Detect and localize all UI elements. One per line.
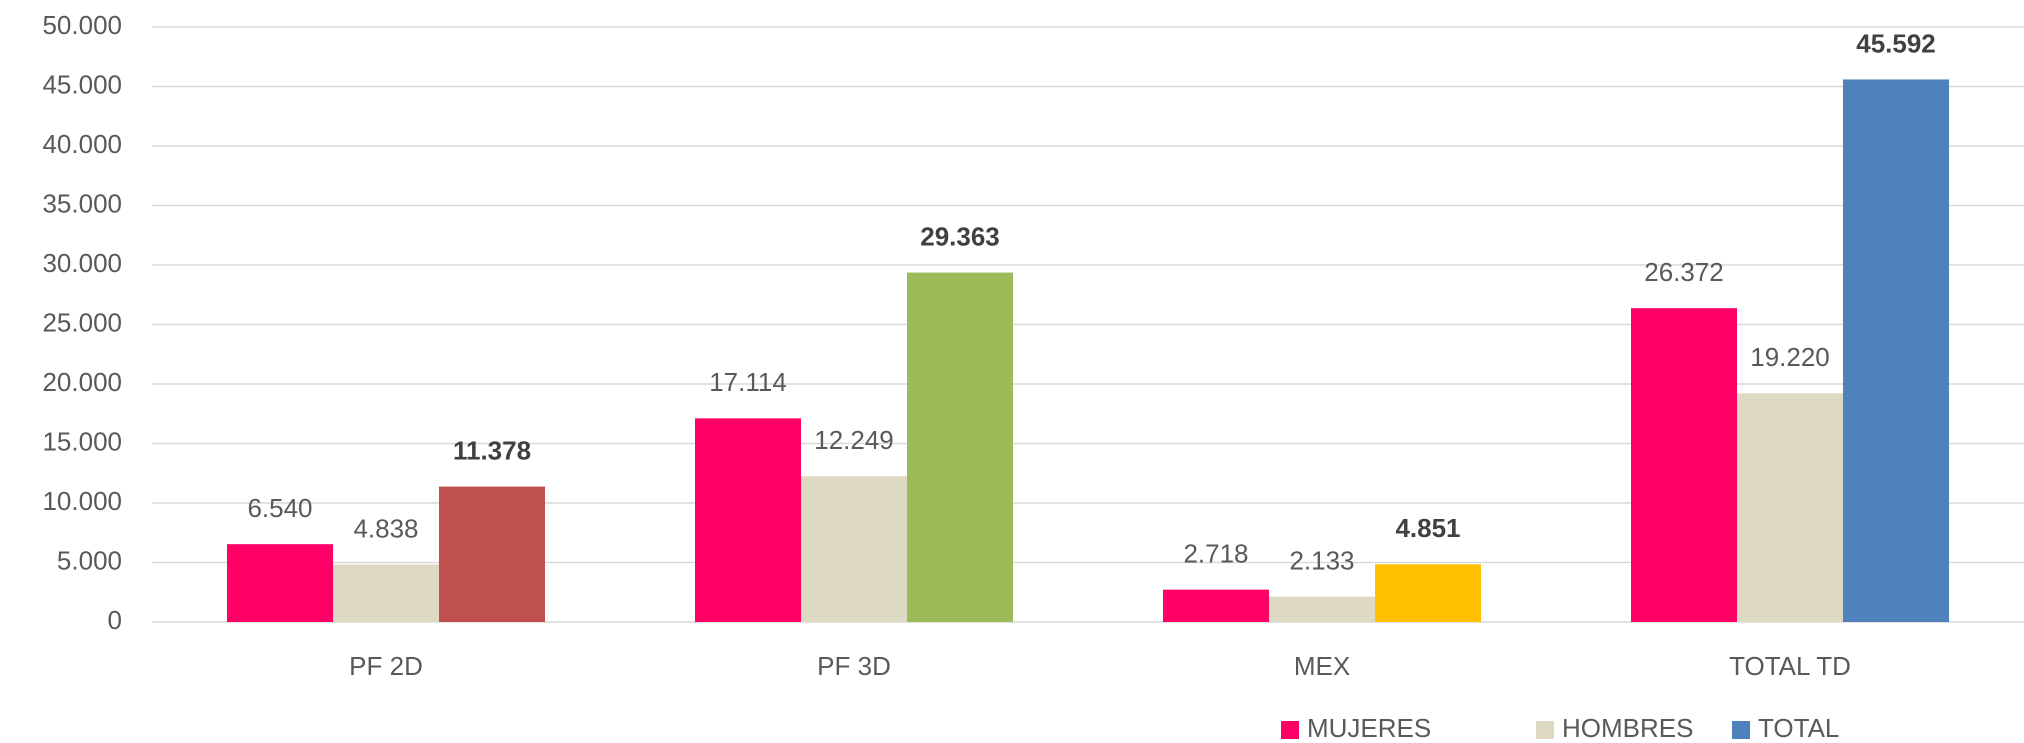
data-label: 2.133 [1289,545,1354,575]
data-label: 4.851 [1395,513,1460,543]
y-tick-label: 5.000 [57,545,122,575]
bar [907,272,1013,622]
y-tick-label: 10.000 [42,486,122,516]
x-tick-label: PF 2D [349,651,423,681]
data-label: 6.540 [247,493,312,523]
bar [1631,308,1737,622]
data-label: 26.372 [1644,257,1724,287]
y-tick-label: 0 [108,605,122,635]
x-tick-label: PF 3D [817,651,891,681]
data-label: 4.838 [353,513,418,543]
bar [1163,589,1269,622]
data-label: 12.249 [814,425,894,455]
bar [695,418,801,622]
data-label: 29.363 [920,221,1000,251]
data-label: 45.592 [1856,28,1936,58]
data-label: 19.220 [1750,342,1830,372]
data-label: 11.378 [453,435,531,465]
legend-swatch [1536,721,1554,739]
legend-swatch [1732,721,1750,739]
bar [1375,564,1481,622]
data-label: 2.718 [1183,539,1248,569]
y-tick-label: 35.000 [42,188,122,218]
y-tick-label: 45.000 [42,69,122,99]
x-tick-label: MEX [1294,651,1350,681]
bar [439,486,545,622]
y-tick-label: 30.000 [42,248,122,278]
bar [801,476,907,622]
bar [227,544,333,622]
y-tick-label: 15.000 [42,426,122,456]
data-label: 17.114 [709,367,787,397]
bar [1269,596,1375,622]
legend-label: MUJERES [1307,713,1431,743]
y-tick-label: 20.000 [42,367,122,397]
y-tick-label: 50.000 [42,10,122,40]
y-tick-label: 25.000 [42,307,122,337]
bar [1737,393,1843,622]
legend-swatch [1281,721,1299,739]
legend-label: HOMBRES [1562,713,1693,743]
x-tick-label: TOTAL TD [1729,651,1851,681]
y-tick-label: 40.000 [42,129,122,159]
legend-label: TOTAL [1758,713,1839,743]
bar [1843,79,1949,622]
bar [333,564,439,622]
